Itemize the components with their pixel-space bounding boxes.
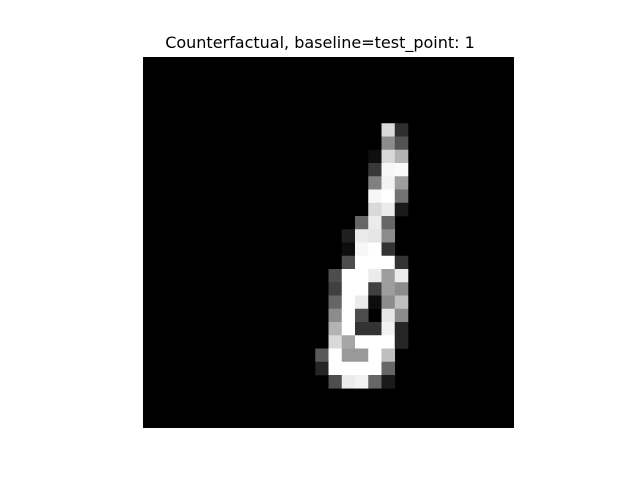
heatmap-cell-r9-c17 — [368, 176, 382, 190]
heatmap-cell-r14-c17 — [368, 242, 382, 257]
heatmap-cell-r11-c17 — [368, 202, 382, 217]
heatmap-cell-r15-c18 — [381, 255, 396, 270]
heatmap-cell-r16-c17 — [368, 269, 382, 283]
heatmap-cell-r16-c15 — [341, 269, 356, 283]
heatmap-cell-r19-c19 — [394, 308, 409, 323]
chart-title: Counterfactual, baseline=test_point: 1 — [165, 33, 475, 52]
heatmap-cell-r24-c18 — [381, 375, 396, 389]
heatmap-cell-r24-c15 — [341, 375, 356, 389]
heatmap-cell-r20-c16 — [355, 322, 369, 336]
heatmap-cell-r6-c19 — [394, 136, 409, 151]
heatmap-cell-r14-c16 — [355, 242, 369, 257]
heatmap-cell-r8-c17 — [368, 163, 382, 177]
heatmap-cell-r21-c16 — [355, 335, 369, 349]
heatmap-cell-r12-c18 — [381, 216, 396, 230]
heatmap-cell-r14-c15 — [341, 242, 356, 257]
heatmap-cell-r13-c17 — [368, 229, 382, 243]
heatmap-cell-r12-c17 — [368, 216, 382, 230]
heatmap-cells — [315, 123, 409, 389]
heatmap-cell-r10-c17 — [368, 189, 382, 204]
heatmap-cell-r20-c17 — [368, 322, 382, 336]
heatmap-cell-r20-c15 — [341, 322, 356, 336]
heatmap-cell-r22-c18 — [381, 348, 396, 363]
heatmap-cell-r21-c15 — [341, 335, 356, 349]
heatmap-cell-r22-c14 — [328, 348, 343, 363]
heatmap-cell-r13-c15 — [341, 229, 356, 243]
heatmap-cell-r19-c18 — [381, 308, 396, 323]
heatmap-cell-r15-c15 — [341, 255, 356, 270]
heatmap-cell-r16-c16 — [355, 269, 369, 283]
heatmap-cell-r12-c16 — [355, 216, 369, 230]
heatmap-cell-r7-c17 — [368, 149, 382, 164]
heatmap-cell-r7-c18 — [381, 149, 396, 164]
heatmap-cell-r22-c15 — [341, 348, 356, 363]
heatmap-cell-r10-c19 — [394, 189, 409, 204]
heatmap-cell-r17-c18 — [381, 282, 396, 296]
heatmap-cell-r18-c14 — [328, 295, 343, 310]
heatmap-cell-r24-c16 — [355, 375, 369, 389]
heatmap-cell-r16-c19 — [394, 269, 409, 283]
heatmap-cell-r18-c15 — [341, 295, 356, 310]
heatmap-cell-r20-c14 — [328, 322, 343, 336]
heatmap-cell-r21-c17 — [368, 335, 382, 349]
heatmap-cell-r9-c19 — [394, 176, 409, 190]
heatmap-cell-r20-c19 — [394, 322, 409, 336]
heatmap-cell-r17-c14 — [328, 282, 343, 296]
heatmap-cell-r16-c14 — [328, 269, 343, 283]
heatmap-cell-r19-c16 — [355, 308, 369, 323]
heatmap-cell-r10-c18 — [381, 189, 396, 204]
heatmap-cell-r18-c17 — [368, 295, 382, 310]
heatmap-cell-r13-c16 — [355, 229, 369, 243]
heatmap-cell-r18-c19 — [394, 295, 409, 310]
heatmap-cell-r22-c13 — [315, 348, 329, 363]
heatmap-cell-r11-c18 — [381, 202, 396, 217]
heatmap-cell-r16-c18 — [381, 269, 396, 283]
heatmap-cell-r14-c18 — [381, 242, 396, 257]
heatmap-cell-r13-c18 — [381, 229, 396, 243]
heatmap-cell-r22-c17 — [368, 348, 382, 363]
heatmap-cell-r6-c18 — [381, 136, 396, 151]
heatmap-cell-r19-c14 — [328, 308, 343, 323]
heatmap-cell-r23-c17 — [368, 361, 382, 376]
heatmap-cell-r22-c16 — [355, 348, 369, 363]
heatmap-cell-r23-c14 — [328, 361, 343, 376]
heatmap-cell-r18-c18 — [381, 295, 396, 310]
heatmap-cell-r17-c15 — [341, 282, 356, 296]
heatmap-cell-r21-c14 — [328, 335, 343, 349]
heatmap-cell-r24-c14 — [328, 375, 343, 389]
heatmap-cell-r15-c16 — [355, 255, 369, 270]
heatmap-cell-r15-c17 — [368, 255, 382, 270]
heatmap-cell-r23-c18 — [381, 361, 396, 376]
heatmap-cell-r23-c15 — [341, 361, 356, 376]
heatmap-cell-r17-c19 — [394, 282, 409, 296]
heatmap-cell-r23-c16 — [355, 361, 369, 376]
heatmap-cell-r8-c19 — [394, 163, 409, 177]
heatmap-cell-r18-c16 — [355, 295, 369, 310]
heatmap-cell-r19-c15 — [341, 308, 356, 323]
heatmap-cell-r11-c19 — [394, 202, 409, 217]
heatmap-cell-r9-c18 — [381, 176, 396, 190]
heatmap-cell-r7-c19 — [394, 149, 409, 164]
heatmap-cell-r21-c18 — [381, 335, 396, 349]
heatmap-cell-r23-c13 — [315, 361, 329, 376]
heatmap-cell-r5-c18 — [381, 123, 396, 137]
heatmap-cell-r17-c16 — [355, 282, 369, 296]
heatmap-cell-r21-c19 — [394, 335, 409, 349]
heatmap-cell-r20-c18 — [381, 322, 396, 336]
heatmap-cell-r24-c17 — [368, 375, 382, 389]
heatmap-cell-r5-c19 — [394, 123, 409, 137]
heatmap-cell-r17-c17 — [368, 282, 382, 296]
heatmap-cell-r8-c18 — [381, 163, 396, 177]
heatmap-cell-r15-c19 — [394, 255, 409, 270]
